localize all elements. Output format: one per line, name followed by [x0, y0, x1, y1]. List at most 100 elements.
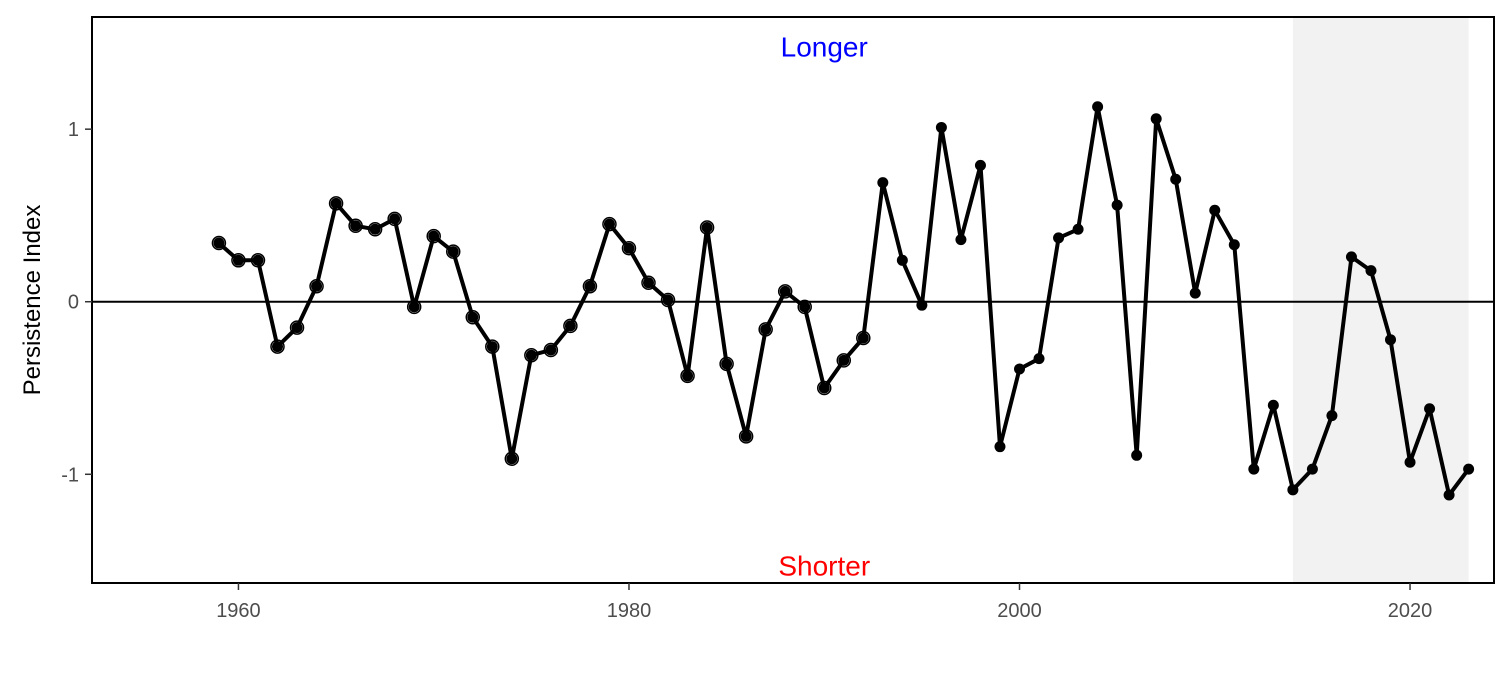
plot-panel-border	[91, 16, 1495, 584]
data-point-2007	[1150, 113, 1162, 125]
point-open-ring	[856, 330, 871, 346]
point-dot	[525, 349, 537, 361]
point-dot	[1267, 399, 1279, 411]
data-point-2008	[1170, 173, 1182, 185]
point-dot	[506, 453, 518, 465]
point-dot	[1326, 410, 1338, 422]
point-dot	[467, 311, 479, 323]
point-dot	[584, 280, 596, 292]
axis-layer: 1960 1980 2000 2020 -1 0 1	[61, 119, 1432, 622]
data-point-1999	[994, 441, 1006, 453]
point-dot	[428, 230, 440, 242]
data-point-2017	[1345, 251, 1357, 263]
data-point-1990	[816, 380, 832, 396]
point-dot	[896, 254, 908, 266]
annotation-longer: Longer	[781, 31, 868, 62]
data-point-1998	[974, 159, 986, 171]
data-point-2004	[1092, 101, 1104, 113]
data-point-1995	[916, 299, 928, 311]
point-dot	[213, 237, 225, 249]
point-dot	[760, 323, 772, 335]
data-point-1984	[699, 220, 715, 235]
point-open-ring	[680, 368, 695, 384]
point-dot	[1189, 287, 1201, 299]
data-point-1965	[328, 196, 344, 211]
point-dot	[994, 441, 1006, 453]
data-point-1977	[563, 318, 578, 334]
data-point-1974	[504, 451, 520, 467]
point-dot	[1131, 449, 1143, 461]
point-open-ring	[816, 380, 832, 396]
data-point-2016	[1326, 410, 1338, 422]
point-dot	[916, 299, 928, 311]
x-tick-label: 1960	[216, 600, 261, 622]
data-point-2022	[1443, 489, 1455, 501]
point-dot	[799, 301, 811, 313]
point-open-ring	[406, 299, 422, 315]
data-point-2020	[1404, 456, 1416, 468]
annotation-shorter: Shorter	[778, 551, 870, 582]
point-open-ring	[602, 216, 617, 232]
data-point-1978	[582, 278, 598, 294]
point-dot	[1463, 463, 1475, 475]
data-point-2019	[1385, 334, 1397, 346]
point-dot	[1150, 113, 1162, 125]
point-dot	[1053, 232, 1065, 244]
point-open-ring	[387, 211, 402, 227]
data-point-1971	[445, 244, 461, 259]
data-point-1991	[836, 353, 852, 368]
point-open-ring	[289, 320, 305, 335]
point-dot	[1404, 456, 1416, 468]
point-dot	[1072, 223, 1084, 235]
point-dot	[1111, 199, 1123, 211]
point-dot	[486, 341, 498, 353]
point-dot	[1443, 489, 1455, 501]
point-dot	[1014, 363, 1026, 375]
data-point-1993	[877, 177, 889, 189]
point-dot	[1306, 463, 1318, 475]
data-point-1987	[758, 322, 773, 337]
data-point-1964	[309, 278, 324, 294]
point-dot	[330, 197, 342, 209]
data-point-1967	[367, 222, 383, 237]
point-open-ring	[445, 244, 461, 259]
point-dot	[662, 294, 674, 306]
point-dot	[721, 358, 733, 370]
data-point-1976	[543, 342, 559, 358]
data-point-1982	[660, 292, 676, 308]
point-dot	[974, 159, 986, 171]
point-dot	[623, 242, 635, 254]
point-open-ring	[348, 218, 363, 234]
data-point-2014	[1287, 484, 1299, 496]
point-dot	[291, 322, 303, 334]
data-point-1973	[485, 339, 500, 354]
point-dot	[1209, 204, 1221, 216]
data-point-1988	[777, 284, 793, 299]
data-point-1969	[406, 299, 422, 315]
point-dot	[740, 430, 752, 442]
data-point-2011	[1228, 239, 1240, 251]
point-open-ring	[797, 299, 812, 315]
data-point-1966	[348, 218, 363, 234]
point-dot	[564, 320, 576, 332]
point-dot	[1345, 251, 1357, 263]
data-point-1996	[935, 121, 947, 133]
point-dot	[877, 177, 889, 189]
data-point-1986	[738, 429, 754, 444]
data-point-1961	[250, 253, 266, 268]
point-dot	[272, 341, 284, 353]
point-open-ring	[699, 220, 715, 235]
point-open-ring	[582, 278, 598, 294]
x-tick-label: 2000	[997, 600, 1042, 622]
data-point-1959	[211, 235, 227, 251]
data-point-2010	[1209, 204, 1221, 216]
point-dot	[1228, 239, 1240, 251]
data-point-1972	[465, 310, 481, 325]
data-point-2021	[1424, 403, 1436, 415]
data-point-1962	[270, 339, 285, 354]
point-dot	[682, 370, 694, 382]
point-dot	[369, 223, 381, 235]
data-point-2006	[1131, 449, 1143, 461]
point-dot	[857, 332, 869, 344]
